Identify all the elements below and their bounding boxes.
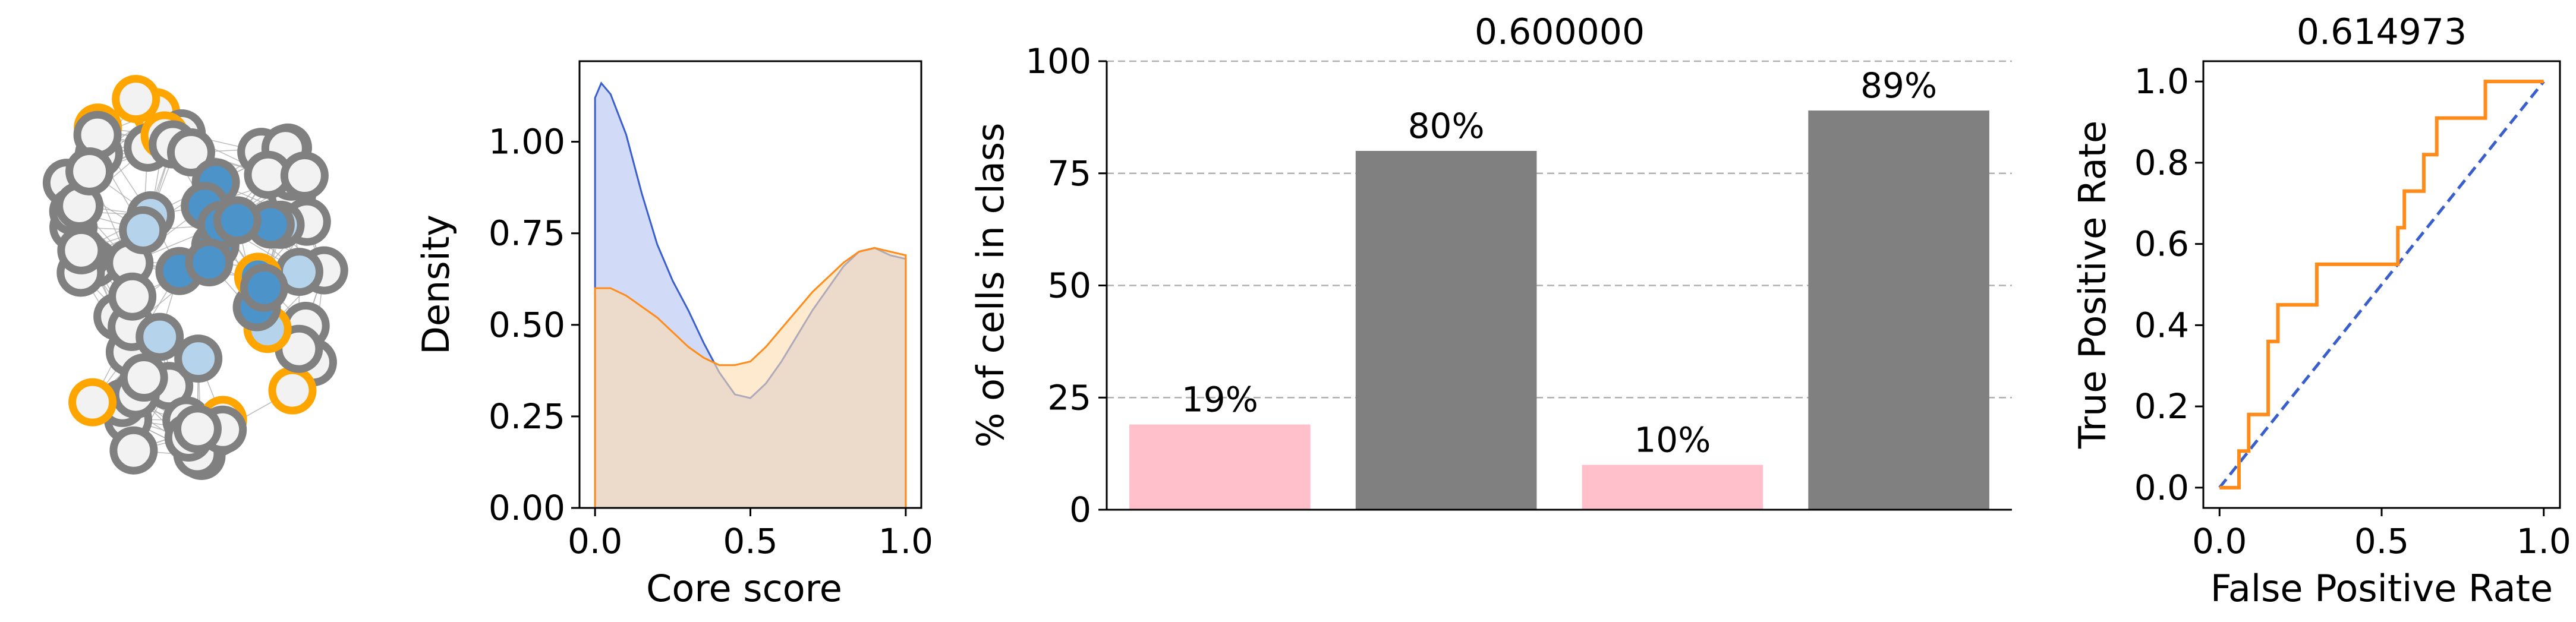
bar-ytick-label: 0 xyxy=(1069,490,1091,530)
density-xtick-label: 0.0 xyxy=(568,521,622,561)
roc-ytick-label: 0.4 xyxy=(2134,305,2189,345)
bar-ytick-label: 25 xyxy=(1047,377,1091,418)
network-node xyxy=(112,75,160,124)
bar-ytick-label: 50 xyxy=(1047,266,1091,306)
bar-marks: 19% 80% 10% 89% xyxy=(1129,65,1989,510)
network-node xyxy=(57,226,106,274)
bar-1 xyxy=(1129,424,1311,510)
roc-ylabel: True Positive Rate xyxy=(2071,121,2114,449)
bar-data-label: 89% xyxy=(1860,65,1937,106)
density-ytick-label: 0.25 xyxy=(489,396,565,437)
roc-ytick-label: 0.2 xyxy=(2134,386,2189,427)
network-node xyxy=(65,147,114,195)
network-node xyxy=(136,312,184,361)
network-node xyxy=(174,334,223,383)
roc-ytick-label: 0.6 xyxy=(2134,224,2189,264)
bar-gridlines xyxy=(1107,60,2012,399)
density-series-2 xyxy=(594,247,907,509)
density-ticks: 0.00 0.25 0.50 0.75 1.00 0.0 0.5 1.0 xyxy=(489,122,933,561)
network-node xyxy=(109,426,158,475)
density-ytick-label: 1.00 xyxy=(489,122,565,162)
roc-xtick-label: 0.0 xyxy=(2192,521,2247,561)
roc-title: 0.614973 xyxy=(2297,11,2467,53)
roc-panel: 0.0 0.2 0.4 0.6 0.8 1.0 0.0 0.5 1.0 0.614973 Fal… xyxy=(2071,11,2571,610)
roc-curve xyxy=(2219,80,2544,490)
network-panel xyxy=(42,75,348,480)
roc-ytick-label: 0.8 xyxy=(2134,143,2189,183)
density-ylabel: Density xyxy=(414,214,458,355)
bar-title: 0.600000 xyxy=(1475,11,1645,53)
density-xtick-label: 1.0 xyxy=(878,521,933,561)
roc-ticks: 0.0 0.2 0.4 0.6 0.8 1.0 0.0 0.5 1.0 xyxy=(2134,61,2571,561)
bar-panel: 19% 80% 10% 89% 0 25 50 75 100 0.600000 % of ce… xyxy=(969,11,2012,530)
bar-ytick-label: 75 xyxy=(1047,153,1091,194)
density-xlabel: Core score xyxy=(646,567,842,610)
network-node xyxy=(119,353,168,402)
bar-ytick-label: 100 xyxy=(1025,41,1091,81)
roc-xlabel: False Positive Rate xyxy=(2210,567,2553,610)
network-node xyxy=(280,151,329,200)
roc-diagonal xyxy=(2218,80,2545,489)
network-node xyxy=(173,405,222,453)
bar-4 xyxy=(1808,110,1989,510)
bar-data-label: 80% xyxy=(1408,106,1485,146)
density-marks xyxy=(594,81,907,509)
bar-ticks: 0 25 50 75 100 xyxy=(1025,41,1107,530)
density-ytick-label: 0.00 xyxy=(489,488,565,528)
bar-ylabel: % of cells in class xyxy=(969,123,1012,448)
density-ytick-label: 0.75 xyxy=(489,213,565,254)
density-xtick-label: 0.5 xyxy=(723,521,777,561)
network-node xyxy=(185,238,234,287)
network-node xyxy=(68,378,117,427)
density-panel: 0.00 0.25 0.50 0.75 1.00 0.0 0.5 1.0 Core score… xyxy=(414,60,933,610)
network-node xyxy=(240,263,288,312)
roc-xtick-label: 0.5 xyxy=(2354,521,2409,561)
bar-2 xyxy=(1355,151,1537,510)
network-node xyxy=(119,206,168,254)
roc-xtick-label: 1.0 xyxy=(2517,521,2571,561)
network-node xyxy=(166,128,215,177)
network-node xyxy=(213,196,262,245)
bar-data-label: 19% xyxy=(1182,380,1258,420)
network-node xyxy=(108,272,157,321)
bar-3 xyxy=(1582,465,1763,510)
roc-marks xyxy=(2218,80,2545,490)
roc-ytick-label: 0.0 xyxy=(2134,468,2189,508)
network-node xyxy=(268,366,317,415)
bar-data-label: 10% xyxy=(1634,420,1711,460)
density-ytick-label: 0.50 xyxy=(489,305,565,345)
roc-ytick-label: 1.0 xyxy=(2134,61,2189,102)
